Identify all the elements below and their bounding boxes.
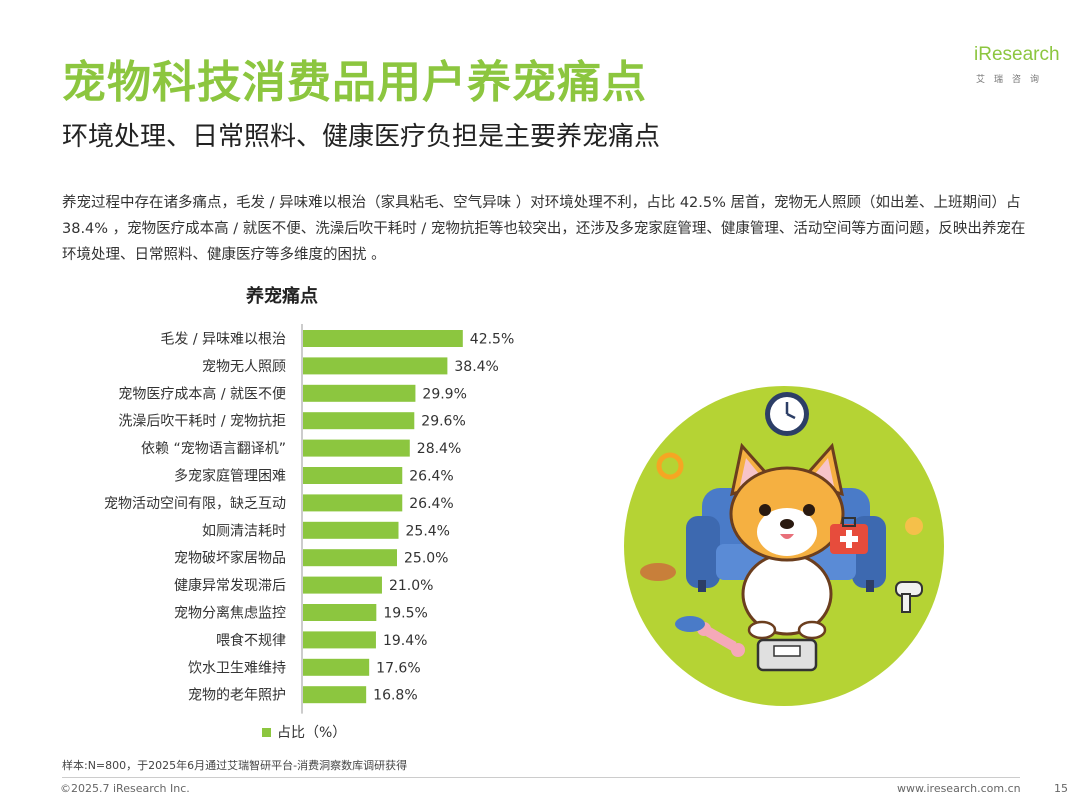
bar <box>303 631 376 649</box>
bar-value-label: 16.8% <box>373 688 417 704</box>
sample-note: 样本:N=800，于2025年6月通过艾瑞智研平台-消费洞察数库调研获得 <box>62 759 408 772</box>
footer-divider <box>62 777 1020 778</box>
category-label: 宠物医疗成本高 / 就医不便 <box>118 385 286 402</box>
page-subtitle: 环境处理、日常照料、健康医疗负担是主要养宠痛点 <box>62 122 661 152</box>
scale-icon <box>756 638 818 672</box>
corgi-icon <box>729 442 845 640</box>
bar-value-label: 29.9% <box>422 386 466 402</box>
bar-value-label: 25.0% <box>404 551 448 567</box>
collar-icon <box>656 452 923 535</box>
category-label: 宠物分离焦虑监控 <box>174 605 286 622</box>
bar <box>303 686 367 704</box>
logo-text: iResearch <box>974 44 1060 65</box>
bar-value-label: 28.4% <box>417 441 461 457</box>
chart-legend: 占比（%） <box>262 722 346 742</box>
bar <box>303 467 403 484</box>
bar-value-label: 19.4% <box>383 633 427 649</box>
category-label: 宠物破坏家居物品 <box>174 550 286 567</box>
bar <box>303 412 415 430</box>
bar <box>303 604 377 621</box>
bar <box>303 658 370 676</box>
bar-chart: 毛发 / 异味难以根治 42.5% 宠物无人照顾 38.4% 宠物医疗成本高 / 就医不… <box>104 324 514 714</box>
bar-value-label: 29.6% <box>421 414 465 430</box>
page-title: 宠物科技消费品用户养宠痛点 <box>62 57 647 108</box>
category-label: 依赖 “宠物语言翻译机” <box>141 441 286 457</box>
chart-title: 养宠痛点 <box>246 286 318 307</box>
bar-value-label: 17.6% <box>376 660 420 676</box>
category-label: 多宠家庭管理困难 <box>174 468 286 485</box>
bar-value-label: 26.4% <box>409 469 453 485</box>
bar-value-label: 25.4% <box>406 523 450 539</box>
category-label: 饮水卫生难维持 <box>188 660 286 676</box>
category-label: 宠物无人照顾 <box>202 359 286 375</box>
category-label: 健康异常发现滞后 <box>174 577 286 594</box>
bar <box>303 357 448 375</box>
bar <box>303 521 399 539</box>
page-number: 15 <box>1054 782 1068 795</box>
clock-icon <box>765 392 809 436</box>
bar-value-label: 21.0% <box>389 578 433 594</box>
category-label: 喂食不规律 <box>216 632 286 649</box>
legend-swatch <box>262 727 271 737</box>
bar <box>303 439 410 457</box>
iresearch-logo: iResearch 艾瑞咨询 <box>974 44 1070 94</box>
bowl-icon <box>640 563 705 632</box>
category-label: 如厕清洁耗时 <box>202 523 286 539</box>
bar-value-label: 42.5% <box>470 332 514 348</box>
bar <box>303 330 463 347</box>
category-label: 毛发 / 异味难以根治 <box>160 332 286 348</box>
first-aid-kit-icon <box>830 517 868 554</box>
bar <box>303 576 382 594</box>
bar-value-label: 38.4% <box>454 359 498 375</box>
bar <box>303 549 397 567</box>
category-label: 洗澡后吹干耗时 / 宠物抗拒 <box>118 414 286 430</box>
logo-subtext: 艾瑞咨询 <box>976 75 1049 85</box>
pet-illustration <box>624 386 944 706</box>
legend-label: 占比（%） <box>277 725 347 741</box>
bar <box>303 384 416 402</box>
category-label: 宠物活动空间有限，缺乏互动 <box>104 496 286 512</box>
copyright-text: ©2025.7 iResearch Inc. <box>60 782 190 795</box>
description-text: 养宠过程中存在诸多痛点，毛发 / 异味难以根治（家具粘毛、空气异味 ）对环境处理… <box>62 195 1026 263</box>
bone-icon <box>697 622 745 657</box>
bar-value-label: 26.4% <box>409 496 453 512</box>
website-link[interactable]: www.iresearch.com.cn <box>897 782 1021 795</box>
category-label: 宠物的老年照护 <box>188 688 286 704</box>
bar-value-label: 19.5% <box>383 606 427 622</box>
hair-dryer-icon <box>895 581 923 613</box>
bar <box>303 494 403 512</box>
